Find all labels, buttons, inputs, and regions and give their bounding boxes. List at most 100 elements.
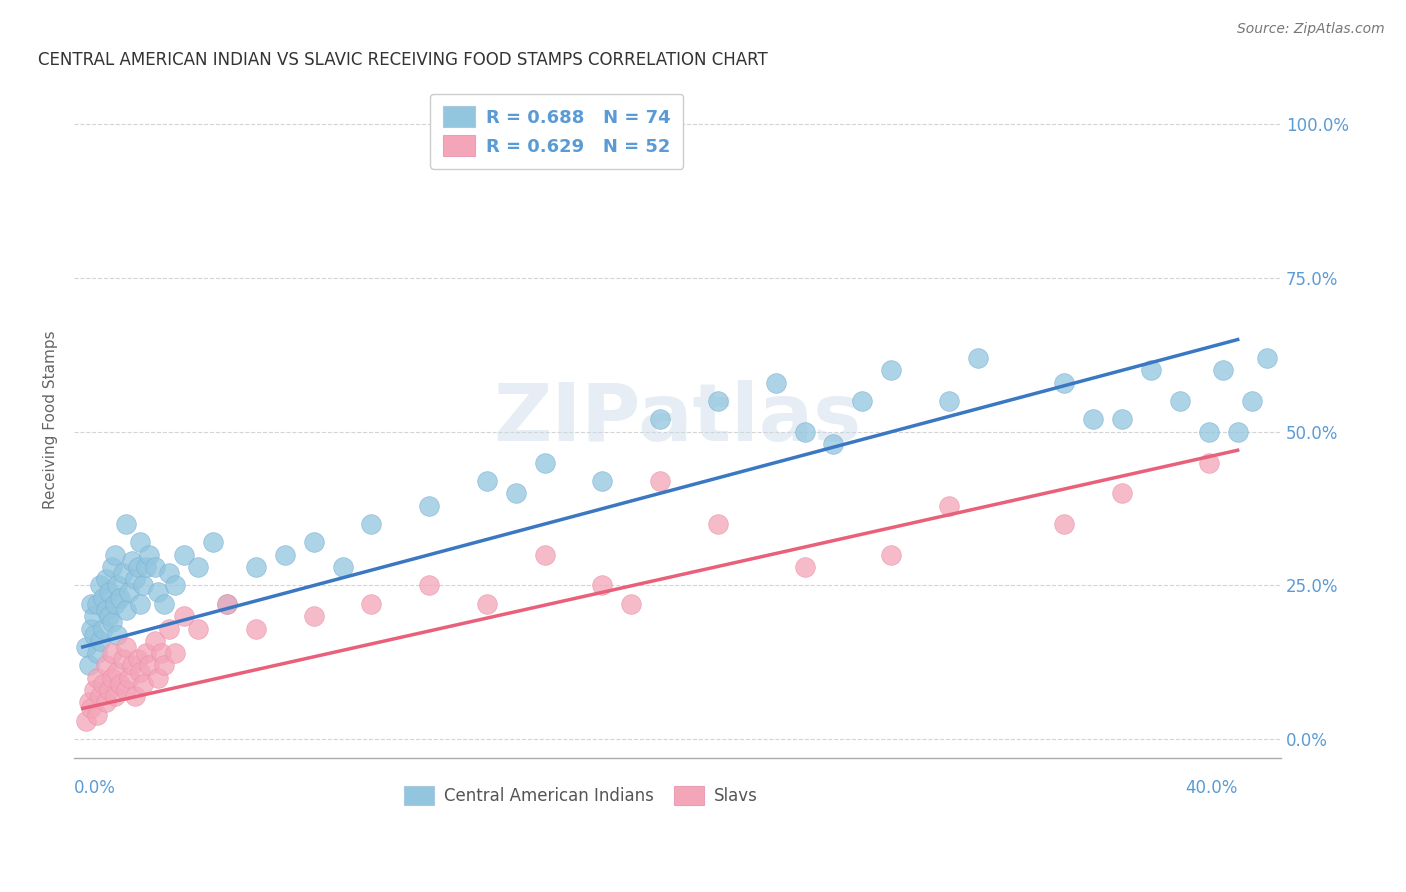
Central American Indians [132, 578, 155, 592]
Central American Indians [94, 603, 117, 617]
Slavs [880, 548, 903, 562]
Slavs [157, 622, 180, 636]
Central American Indians [165, 578, 187, 592]
Central American Indians [124, 572, 146, 586]
Slavs [112, 652, 135, 666]
Central American Indians [115, 603, 138, 617]
Text: CENTRAL AMERICAN INDIAN VS SLAVIC RECEIVING FOOD STAMPS CORRELATION CHART: CENTRAL AMERICAN INDIAN VS SLAVIC RECEIV… [38, 51, 768, 69]
Central American Indians [91, 622, 114, 636]
Text: ZIPatlas: ZIPatlas [494, 381, 862, 458]
Slavs [124, 689, 146, 703]
Central American Indians [121, 554, 143, 568]
Y-axis label: Receiving Food Stamps: Receiving Food Stamps [44, 330, 58, 508]
Central American Indians [793, 425, 815, 439]
Central American Indians [707, 394, 730, 409]
Central American Indians [217, 597, 239, 611]
Central American Indians [135, 560, 157, 574]
Slavs [360, 597, 382, 611]
Central American Indians [201, 535, 224, 549]
Slavs [97, 683, 120, 698]
Slavs [173, 609, 195, 624]
Slavs [110, 677, 132, 691]
Slavs [217, 597, 239, 611]
Slavs [121, 658, 143, 673]
Slavs [86, 671, 108, 685]
Central American Indians [91, 591, 114, 605]
Text: Source: ZipAtlas.com: Source: ZipAtlas.com [1237, 22, 1385, 37]
Central American Indians [880, 363, 903, 377]
Text: 40.0%: 40.0% [1185, 780, 1237, 797]
Central American Indians [127, 560, 149, 574]
Central American Indians [105, 628, 128, 642]
Slavs [707, 516, 730, 531]
Central American Indians [77, 658, 100, 673]
Slavs [129, 665, 152, 679]
Central American Indians [83, 609, 105, 624]
Slavs [75, 714, 97, 728]
Central American Indians [765, 376, 787, 390]
Central American Indians [97, 584, 120, 599]
Central American Indians [143, 560, 166, 574]
Slavs [91, 677, 114, 691]
Central American Indians [129, 597, 152, 611]
Slavs [127, 652, 149, 666]
Slavs [103, 689, 125, 703]
Slavs [475, 597, 498, 611]
Central American Indians [302, 535, 325, 549]
Slavs [187, 622, 209, 636]
Central American Indians [187, 560, 209, 574]
Slavs [94, 658, 117, 673]
Central American Indians [173, 548, 195, 562]
Central American Indians [1241, 394, 1264, 409]
Central American Indians [152, 597, 174, 611]
Central American Indians [274, 548, 297, 562]
Central American Indians [591, 474, 613, 488]
Central American Indians [146, 584, 169, 599]
Slavs [533, 548, 555, 562]
Central American Indians [1284, 376, 1306, 390]
Slavs [80, 701, 103, 715]
Slavs [1198, 456, 1220, 470]
Central American Indians [823, 437, 845, 451]
Central American Indians [86, 597, 108, 611]
Central American Indians [115, 516, 138, 531]
Central American Indians [245, 560, 267, 574]
Slavs [77, 695, 100, 709]
Slavs [132, 677, 155, 691]
Central American Indians [1083, 412, 1105, 426]
Central American Indians [1256, 351, 1278, 365]
Central American Indians [1140, 363, 1163, 377]
Slavs [418, 578, 440, 592]
Slavs [793, 560, 815, 574]
Slavs [143, 633, 166, 648]
Central American Indians [1198, 425, 1220, 439]
Slavs [245, 622, 267, 636]
Central American Indians [118, 584, 141, 599]
Central American Indians [89, 633, 111, 648]
Slavs [620, 597, 643, 611]
Slavs [152, 658, 174, 673]
Central American Indians [332, 560, 354, 574]
Slavs [302, 609, 325, 624]
Central American Indians [418, 499, 440, 513]
Central American Indians [475, 474, 498, 488]
Slavs [165, 646, 187, 660]
Central American Indians [86, 646, 108, 660]
Slavs [118, 671, 141, 685]
Central American Indians [97, 609, 120, 624]
Slavs [83, 683, 105, 698]
Slavs [89, 689, 111, 703]
Central American Indians [505, 486, 527, 500]
Central American Indians [533, 456, 555, 470]
Slavs [146, 671, 169, 685]
Slavs [115, 640, 138, 654]
Slavs [115, 683, 138, 698]
Slavs [591, 578, 613, 592]
Central American Indians [1168, 394, 1191, 409]
Central American Indians [129, 535, 152, 549]
Central American Indians [1111, 412, 1133, 426]
Slavs [1053, 516, 1076, 531]
Text: 0.0%: 0.0% [75, 780, 115, 797]
Central American Indians [650, 412, 672, 426]
Slavs [105, 665, 128, 679]
